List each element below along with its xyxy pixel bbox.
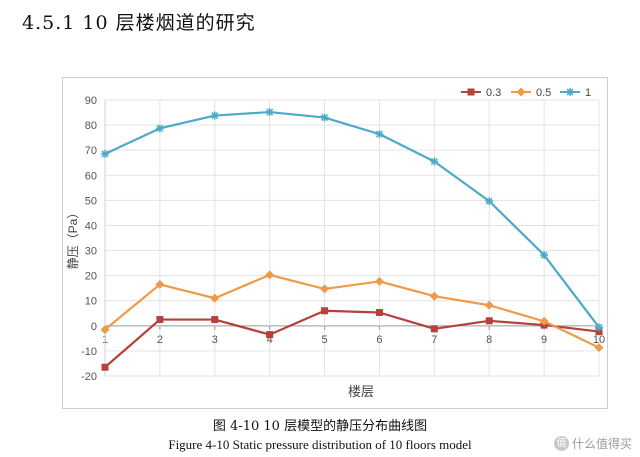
data-point <box>320 113 329 122</box>
legend-label: 0.5 <box>536 87 551 99</box>
x-tick-label: 9 <box>541 334 547 346</box>
data-point <box>374 276 384 286</box>
data-point <box>320 284 330 294</box>
data-point <box>101 149 109 158</box>
data-point <box>594 343 604 353</box>
series-line <box>104 309 600 369</box>
data-point <box>467 88 475 96</box>
data-point <box>155 279 165 289</box>
y-tick-label: 30 <box>85 246 97 258</box>
data-point <box>265 270 275 280</box>
data-point <box>595 323 603 332</box>
y-tick-label: 40 <box>85 220 97 232</box>
legend-item: 0.5 <box>511 87 551 99</box>
data-point <box>429 291 439 301</box>
series-1 <box>101 108 603 332</box>
legend-label: 1 <box>585 87 591 99</box>
y-tick-label: 60 <box>85 170 97 182</box>
data-point <box>485 197 494 206</box>
x-tick-label: 10 <box>593 334 605 346</box>
y-tick-label: 10 <box>85 296 97 308</box>
data-point <box>485 317 493 325</box>
data-point <box>375 130 384 139</box>
series-line <box>104 110 600 328</box>
y-tick-label: 70 <box>85 145 97 157</box>
x-tick-label: 6 <box>376 334 382 346</box>
x-tick-label: 7 <box>431 334 437 346</box>
data-point <box>210 293 220 303</box>
watermark-logo-icon: 值 <box>553 436 569 451</box>
x-tick-label: 2 <box>157 334 163 346</box>
data-point <box>539 316 549 326</box>
y-tick-label: 80 <box>85 120 97 132</box>
data-point <box>375 309 383 317</box>
series-line <box>104 273 600 349</box>
data-point <box>595 328 603 336</box>
series-layer <box>100 108 604 371</box>
legend-item: 0.3 <box>461 87 501 99</box>
data-point <box>101 363 109 371</box>
data-point <box>566 88 574 96</box>
legend-item: 1 <box>560 87 591 99</box>
data-point <box>100 325 110 335</box>
data-point <box>266 331 274 339</box>
data-point <box>430 325 438 333</box>
x-tick-label: 3 <box>212 334 218 346</box>
line-chart: -20 -10 0 10 20 30 40 50 60 70 80 90 1 2 3 4 5 6 7 8 9 10 0.3… <box>66 87 605 399</box>
data-point <box>516 87 526 97</box>
data-point <box>156 316 164 324</box>
chart-frame: -20 -10 0 10 20 30 40 50 60 70 80 90 1 2 3 4 5 6 7 8 9 10 0.3… <box>62 77 608 409</box>
data-point <box>540 251 549 260</box>
figure-caption-chinese: 图 4-10 10 层模型的静压分布曲线图 <box>212 419 428 434</box>
data-point <box>321 307 329 315</box>
legend-label: 0.3 <box>486 87 501 99</box>
data-point <box>484 300 494 310</box>
data-point <box>265 108 274 117</box>
x-tick-label: 4 <box>267 334 273 346</box>
data-point <box>155 124 164 133</box>
data-point <box>430 157 439 166</box>
x-tick-label: 5 <box>321 334 327 346</box>
site-watermark: 值 什么值得买 <box>553 435 632 452</box>
data-point <box>211 316 219 324</box>
y-tick-label: 50 <box>85 195 97 207</box>
data-point <box>210 111 219 120</box>
section-heading: 4.5.1 10 层楼烟道的研究 <box>22 12 256 34</box>
watermark-text: 什么值得买 <box>571 437 632 451</box>
y-tick-label: -20 <box>81 371 97 383</box>
grid-layer <box>104 99 600 377</box>
y-tick-label: 0 <box>91 321 97 333</box>
figure-caption-english: Figure 4-10 Static pressure distribution… <box>168 437 472 452</box>
x-axis-title: 楼层 <box>348 384 374 399</box>
y-tick-label: 20 <box>85 271 97 283</box>
y-tick-label: 90 <box>85 95 97 107</box>
legend: 0.3 0.5 1 <box>461 87 591 99</box>
x-tick-label: 8 <box>486 334 492 346</box>
y-tick-label: -10 <box>81 346 97 358</box>
y-axis-title: 静压（Pa） <box>66 207 80 270</box>
series-0.5 <box>100 270 604 353</box>
